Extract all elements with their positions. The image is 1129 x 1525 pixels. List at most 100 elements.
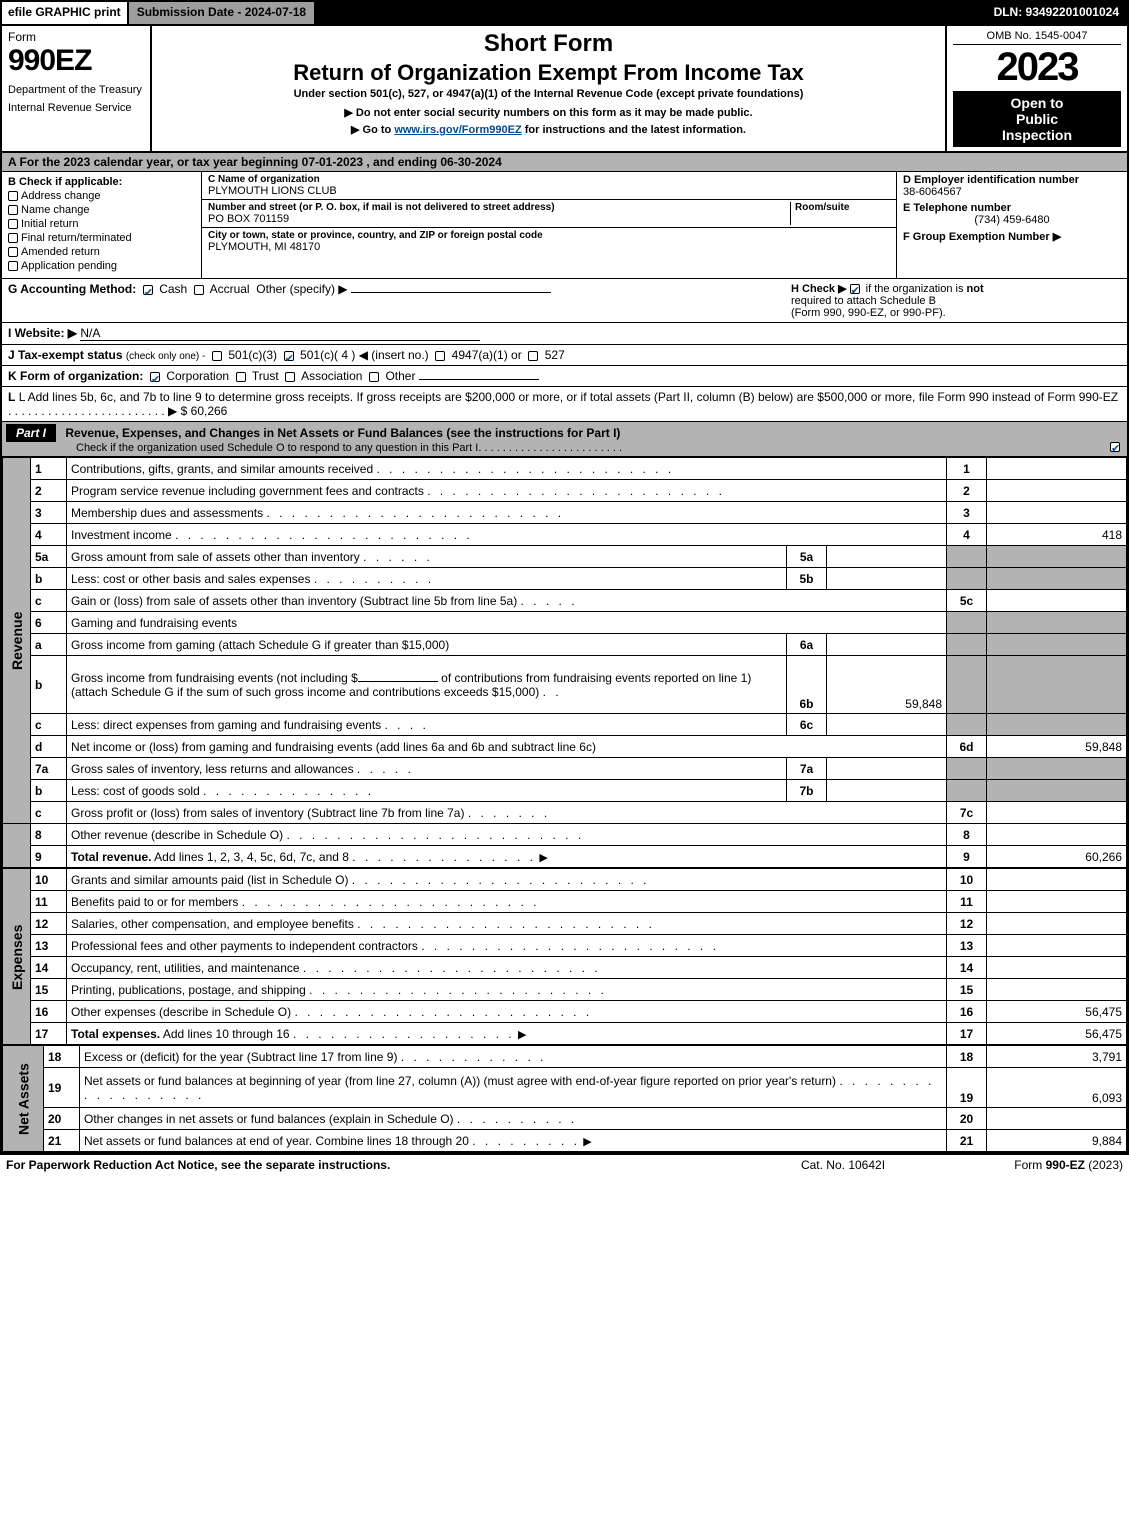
netassets-side-label: Net Assets: [3, 1046, 44, 1152]
l7a-ival: [827, 758, 947, 780]
chk-initial-return[interactable]: Initial return: [8, 218, 195, 230]
l7c-val: [987, 802, 1127, 824]
l7b-shade2: [987, 780, 1127, 802]
line-5b: b Less: cost or other basis and sales ex…: [3, 568, 1127, 590]
chk-final-return[interactable]: Final return/terminated: [8, 232, 195, 244]
title-left: Form 990EZ Department of the Treasury In…: [2, 26, 152, 151]
l20-desc: Other changes in net assets or fund bala…: [80, 1108, 947, 1130]
l6-num: 6: [31, 612, 67, 634]
part1-tag: Part I: [6, 424, 56, 442]
chk-cash[interactable]: [143, 285, 153, 295]
line-13: 13 Professional fees and other payments …: [3, 935, 1127, 957]
irs-link[interactable]: www.irs.gov/Form990EZ: [394, 124, 521, 136]
l5b-shade2: [987, 568, 1127, 590]
chk-501c[interactable]: [284, 351, 294, 361]
l5b-desc: Less: cost or other basis and sales expe…: [67, 568, 787, 590]
h-l3: (Form 990, 990-EZ, or 990-PF).: [791, 307, 946, 319]
inspect-2: Public: [955, 111, 1119, 127]
submission-date: Submission Date - 2024-07-18: [129, 2, 316, 24]
l13-num: 13: [31, 935, 67, 957]
l7c-num: c: [31, 802, 67, 824]
l17-box: 17: [947, 1023, 987, 1045]
title-block: Form 990EZ Department of the Treasury In…: [2, 26, 1127, 153]
l5c-box: 5c: [947, 590, 987, 612]
l7a-desc: Gross sales of inventory, less returns a…: [67, 758, 787, 780]
chk-accrual[interactable]: [194, 285, 204, 295]
j-sub: (check only one) -: [126, 351, 205, 362]
l1-box: 1: [947, 458, 987, 480]
l12-desc: Salaries, other compensation, and employ…: [67, 913, 947, 935]
efile-print-label[interactable]: efile GRAPHIC print: [2, 2, 129, 24]
l16-val: 56,475: [987, 1001, 1127, 1023]
b-item-1: Name change: [21, 204, 90, 216]
l1-desc: Contributions, gifts, grants, and simila…: [67, 458, 947, 480]
chk-corp[interactable]: [150, 372, 160, 382]
line-7a: 7a Gross sales of inventory, less return…: [3, 758, 1127, 780]
chk-address-change[interactable]: Address change: [8, 190, 195, 202]
l6c-shade: [947, 714, 987, 736]
l2-box: 2: [947, 480, 987, 502]
footer-catno: Cat. No. 10642I: [763, 1158, 923, 1172]
chk-pending[interactable]: Application pending: [8, 260, 195, 272]
l6a-shade2: [987, 634, 1127, 656]
line-6: 6 Gaming and fundraising events: [3, 612, 1127, 634]
chk-name-change[interactable]: Name change: [8, 204, 195, 216]
line-18: Net Assets 18 Excess or (deficit) for th…: [3, 1046, 1127, 1068]
l12-box: 12: [947, 913, 987, 935]
l7b-shade: [947, 780, 987, 802]
footer-paperwork: For Paperwork Reduction Act Notice, see …: [6, 1158, 763, 1172]
l6-shade: [947, 612, 987, 634]
goto-line: ▶ Go to www.irs.gov/Form990EZ for instru…: [160, 123, 937, 136]
i-label: I Website: ▶: [8, 326, 77, 340]
l6b-desc: Gross income from fundraising events (no…: [67, 656, 787, 714]
chk-trust[interactable]: [236, 372, 246, 382]
l6a-ival: [827, 634, 947, 656]
line-10: Expenses 10 Grants and similar amounts p…: [3, 869, 1127, 891]
l9-val: 60,266: [987, 846, 1127, 868]
l5b-ival: [827, 568, 947, 590]
line-1: Revenue 1 Contributions, gifts, grants, …: [3, 458, 1127, 480]
chk-assoc[interactable]: [285, 372, 295, 382]
chk-schedule-o[interactable]: [1110, 442, 1120, 452]
l7b-num: b: [31, 780, 67, 802]
l15-num: 15: [31, 979, 67, 1001]
chk-4947[interactable]: [435, 351, 445, 361]
l-value: 60,266: [191, 404, 228, 418]
chk-amended[interactable]: Amended return: [8, 246, 195, 258]
g-other-line[interactable]: [351, 292, 551, 293]
l19-box: 19: [947, 1068, 987, 1108]
l19-desc: Net assets or fund balances at beginning…: [80, 1068, 947, 1108]
line-6a: a Gross income from gaming (attach Sched…: [3, 634, 1127, 656]
bcd-block: B Check if applicable: Address change Na…: [2, 172, 1127, 279]
j-label: J Tax-exempt status: [8, 348, 123, 362]
row-g-h: G Accounting Method: Cash Accrual Other …: [2, 279, 1127, 323]
j-o2: 501(c)( 4 ) ◀ (insert no.): [300, 348, 429, 362]
chk-other-org[interactable]: [369, 372, 379, 382]
l9-num: 9: [31, 846, 67, 868]
l2-num: 2: [31, 480, 67, 502]
section-a: A For the 2023 calendar year, or tax yea…: [2, 153, 1127, 172]
row-i: I Website: ▶ N/A: [2, 323, 1127, 345]
revenue-side-label: Revenue: [3, 458, 31, 824]
chk-schedule-b[interactable]: [850, 284, 860, 294]
l8-val: [987, 824, 1127, 846]
dept-treasury: Department of the Treasury: [8, 84, 144, 96]
f-group-label: F Group Exemption Number ▶: [903, 230, 1121, 243]
row-l: L L Add lines 5b, 6c, and 7b to line 9 t…: [2, 387, 1127, 422]
part1-checkline: Check if the organization used Schedule …: [76, 442, 478, 454]
k-other-line[interactable]: [419, 379, 539, 380]
l10-val: [987, 869, 1127, 891]
omb-number: OMB No. 1545-0047: [953, 30, 1121, 45]
l6a-ibox: 6a: [787, 634, 827, 656]
l14-val: [987, 957, 1127, 979]
l18-val: 3,791: [987, 1046, 1127, 1068]
l18-num: 18: [44, 1046, 80, 1068]
chk-527[interactable]: [528, 351, 538, 361]
l14-num: 14: [31, 957, 67, 979]
revenue-table: Revenue 1 Contributions, gifts, grants, …: [2, 457, 1127, 868]
goto-post: for instructions and the latest informat…: [522, 124, 746, 136]
l6a-desc: Gross income from gaming (attach Schedul…: [67, 634, 787, 656]
chk-501c3[interactable]: [212, 351, 222, 361]
b-item-5: Application pending: [21, 260, 117, 272]
l4-desc: Investment income . . . . . . . . . . . …: [67, 524, 947, 546]
